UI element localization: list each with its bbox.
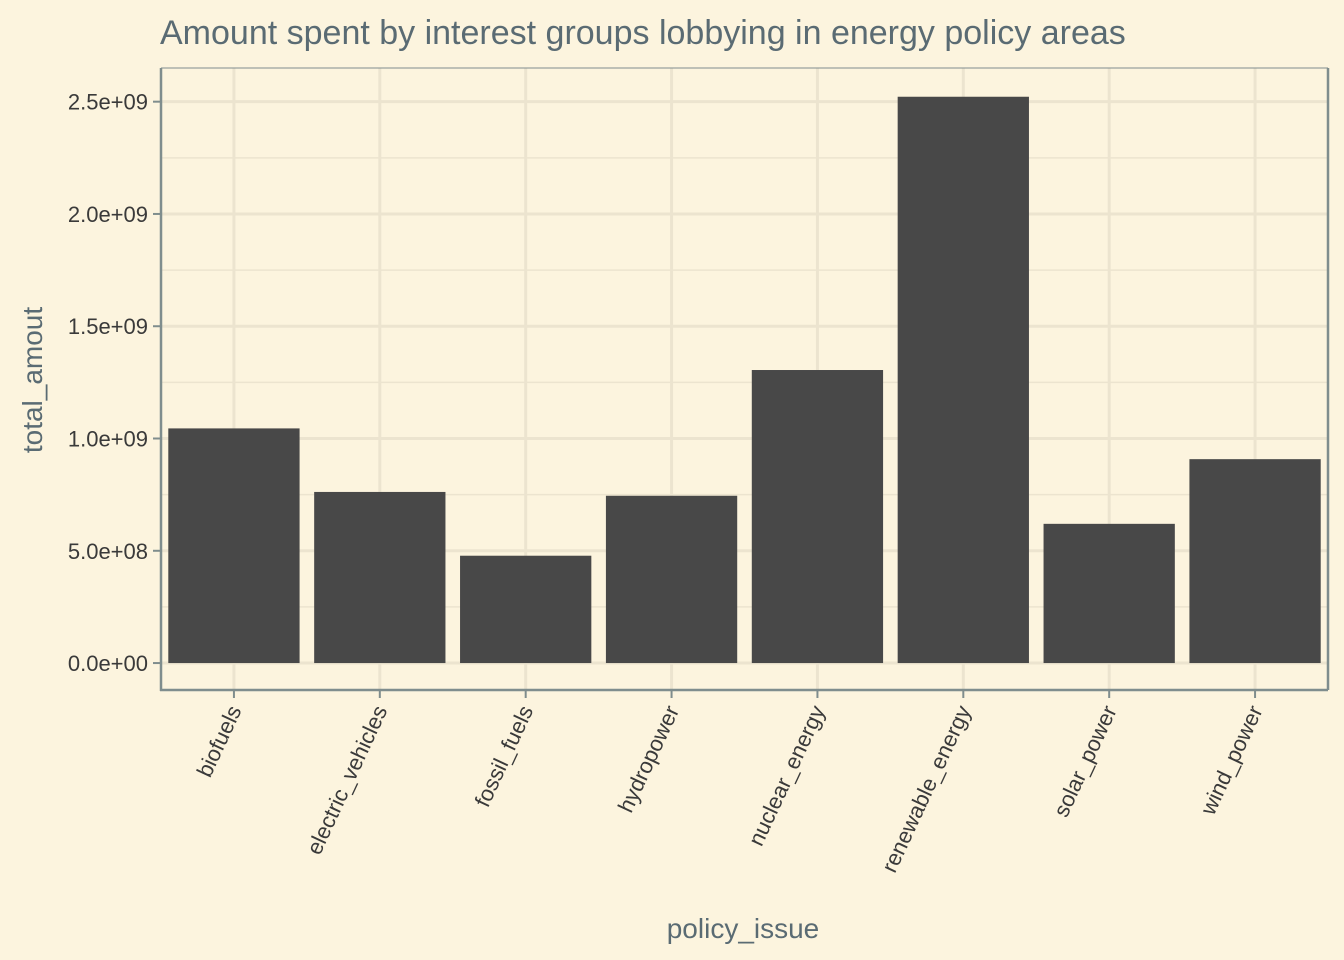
- bar-solar_power: [1043, 523, 1175, 664]
- y-tick-label: 5.0e+08: [68, 539, 148, 564]
- bar-renewable_energy: [897, 96, 1029, 664]
- axes: [159, 67, 1330, 692]
- bar-wind_power: [1189, 459, 1321, 664]
- x-tick-label-hydropower: hydropower: [613, 702, 684, 817]
- x-tick-labels: biofuels electric_vehicles fossil_fuels hyd…: [192, 690, 1268, 876]
- x-tick-label-wind_power: wind_power: [1195, 702, 1268, 820]
- x-tick-label-solar_power: solar_power: [1048, 702, 1121, 821]
- y-axis-title: total_amout: [17, 307, 48, 454]
- x-tick-label-electric_vehicles: electric_vehicles: [301, 702, 392, 859]
- y-tick-label: 2.5e+09: [68, 90, 148, 115]
- chart-title: Amount spent by interest groups lobbying…: [160, 14, 1126, 52]
- x-tick-label-fossil_fuels: fossil_fuels: [470, 702, 539, 811]
- y-tick-label: 2.0e+09: [68, 202, 148, 227]
- bars: [168, 96, 1321, 664]
- bar-fossil_fuels: [460, 555, 592, 664]
- y-tick-label: 1.0e+09: [68, 427, 148, 452]
- x-tick-label-renewable_energy: renewable_energy: [877, 702, 976, 877]
- x-tick-label-nuclear_energy: nuclear_energy: [743, 702, 830, 850]
- y-tick-label: 0.0e+00: [68, 651, 148, 676]
- bar-nuclear_energy: [751, 370, 884, 664]
- y-tick-label: 1.5e+09: [68, 314, 148, 339]
- y-tick-labels: 0.0e+00 5.0e+08 1.0e+09 1.5e+09 2.0e+09 2.5e+…: [68, 90, 161, 676]
- x-tick-label-biofuels: biofuels: [192, 702, 247, 781]
- x-axis-title: policy_issue: [667, 913, 820, 944]
- bar-electric_vehicles: [314, 491, 446, 664]
- bar-biofuels: [168, 428, 300, 664]
- bar-hydropower: [605, 495, 738, 664]
